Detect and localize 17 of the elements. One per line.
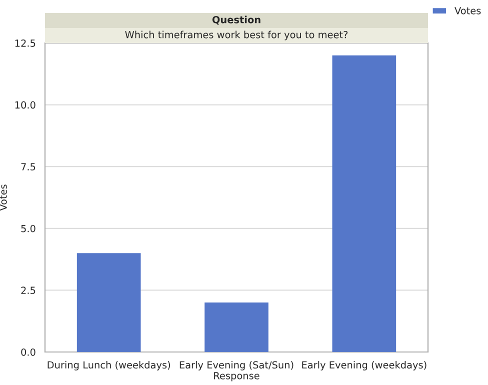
bar xyxy=(76,253,141,352)
legend-label: Votes xyxy=(454,7,481,14)
x-tick-label: Early Evening (weekdays) xyxy=(302,361,426,370)
x-tick-label: During Lunch (weekdays) xyxy=(48,361,170,370)
y-tick-label: 0.0 xyxy=(21,348,36,356)
y-tick-label: 2.5 xyxy=(21,286,36,294)
y-tick-label: 7.5 xyxy=(21,163,36,170)
x-tick-label: Early Evening (Sat/Sun) xyxy=(180,361,294,370)
bar xyxy=(332,55,396,352)
bar xyxy=(204,302,268,352)
y-tick-label: 12.5 xyxy=(15,39,36,47)
chart-title: Question xyxy=(212,16,260,25)
y-axis-title: Votes xyxy=(0,184,7,211)
y-tick-label: 5.0 xyxy=(21,224,36,232)
y-tick-label: 10.0 xyxy=(15,101,36,109)
x-axis-title: Response xyxy=(214,372,260,382)
chart-subtitle: Which timeframes work best for you to meet? xyxy=(125,30,348,40)
